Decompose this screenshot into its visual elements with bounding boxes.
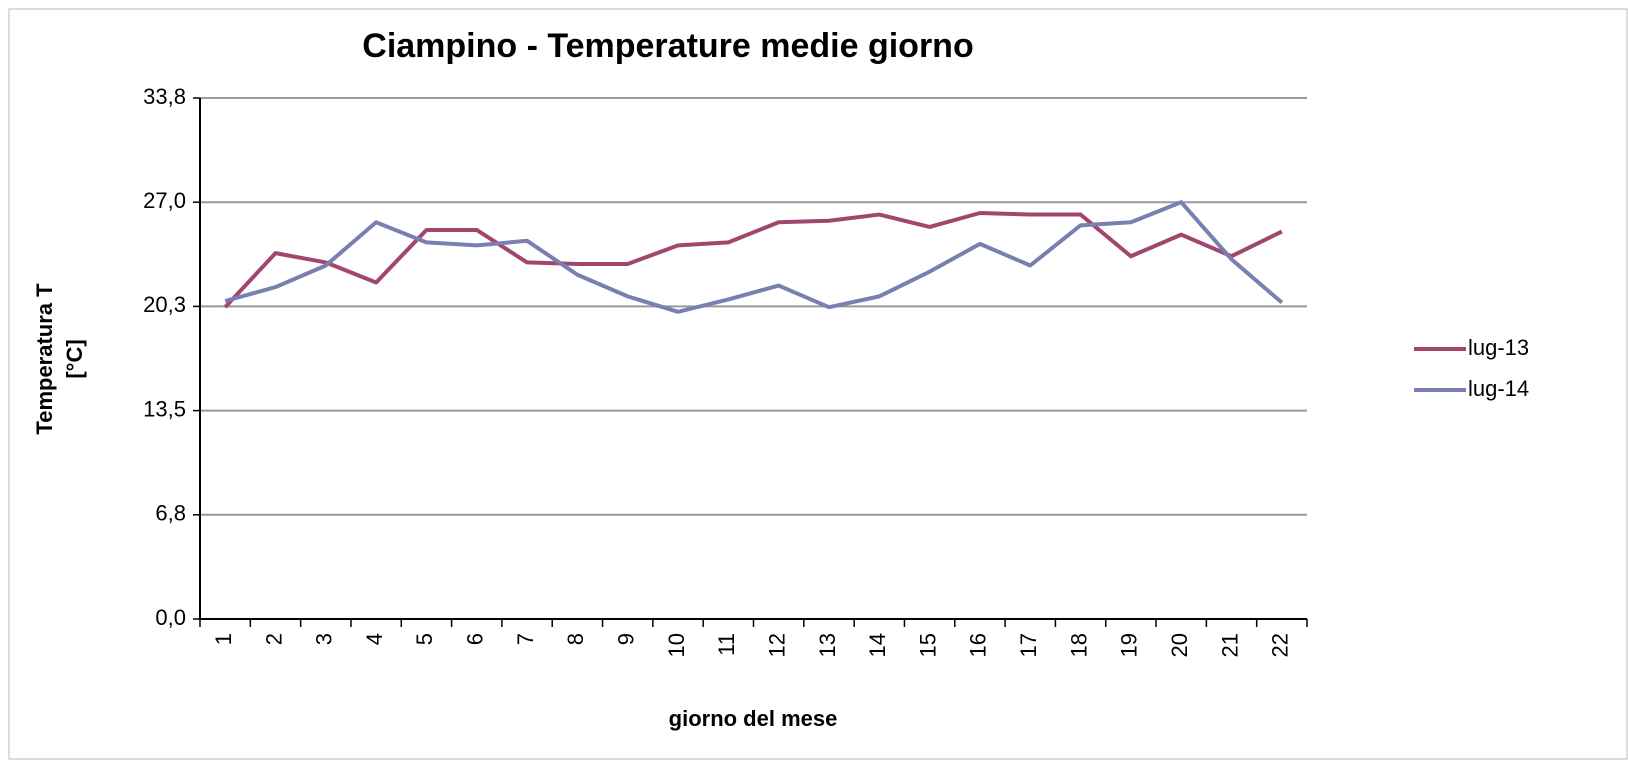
x-tick-label: 21 xyxy=(1217,633,1242,657)
x-tick-label: 1 xyxy=(211,633,236,645)
x-tick-label: 6 xyxy=(463,633,488,645)
y-tick-label: 6,8 xyxy=(155,501,186,526)
x-tick-label: 12 xyxy=(764,633,789,657)
x-tick-label: 7 xyxy=(513,633,538,645)
x-tick-label: 16 xyxy=(966,633,991,657)
x-tick-label: 19 xyxy=(1117,633,1142,657)
x-tick-label: 9 xyxy=(614,633,639,645)
x-tick-label: 10 xyxy=(664,633,689,657)
x-tick-label: 11 xyxy=(714,633,739,656)
y-tick-label: 0,0 xyxy=(155,605,186,630)
y-tick-label: 13,5 xyxy=(143,396,186,421)
x-tick-label: 20 xyxy=(1167,633,1192,657)
chart-frame xyxy=(8,8,1628,760)
y-tick-label: 27,0 xyxy=(143,188,186,213)
y-axis-label: [°C] xyxy=(62,339,87,378)
data-line xyxy=(224,200,1284,314)
x-tick-label: 22 xyxy=(1268,633,1293,657)
x-tick-label: 17 xyxy=(1016,633,1041,657)
x-axis-label: giorno del mese xyxy=(669,706,838,731)
data-line xyxy=(223,211,1283,309)
y-tick-label: 33,8 xyxy=(143,84,186,109)
legend-label: lug-13 xyxy=(1468,335,1529,360)
x-tick-label: 15 xyxy=(915,633,940,657)
x-tick-label: 8 xyxy=(563,633,588,645)
x-tick-label: 4 xyxy=(362,633,387,645)
x-tick-label: 2 xyxy=(261,633,286,645)
x-tick-label: 3 xyxy=(312,633,337,645)
x-tick-label: 13 xyxy=(815,633,840,657)
x-tick-label: 14 xyxy=(865,633,890,657)
legend-label: lug-14 xyxy=(1468,376,1529,401)
x-tick-label: 18 xyxy=(1066,633,1091,657)
x-tick-label: 5 xyxy=(412,633,437,645)
y-axis-label: Temperatura T xyxy=(32,283,57,435)
y-tick-label: 20,3 xyxy=(143,292,186,317)
chart-title: Ciampino - Temperature medie giorno xyxy=(362,27,973,65)
